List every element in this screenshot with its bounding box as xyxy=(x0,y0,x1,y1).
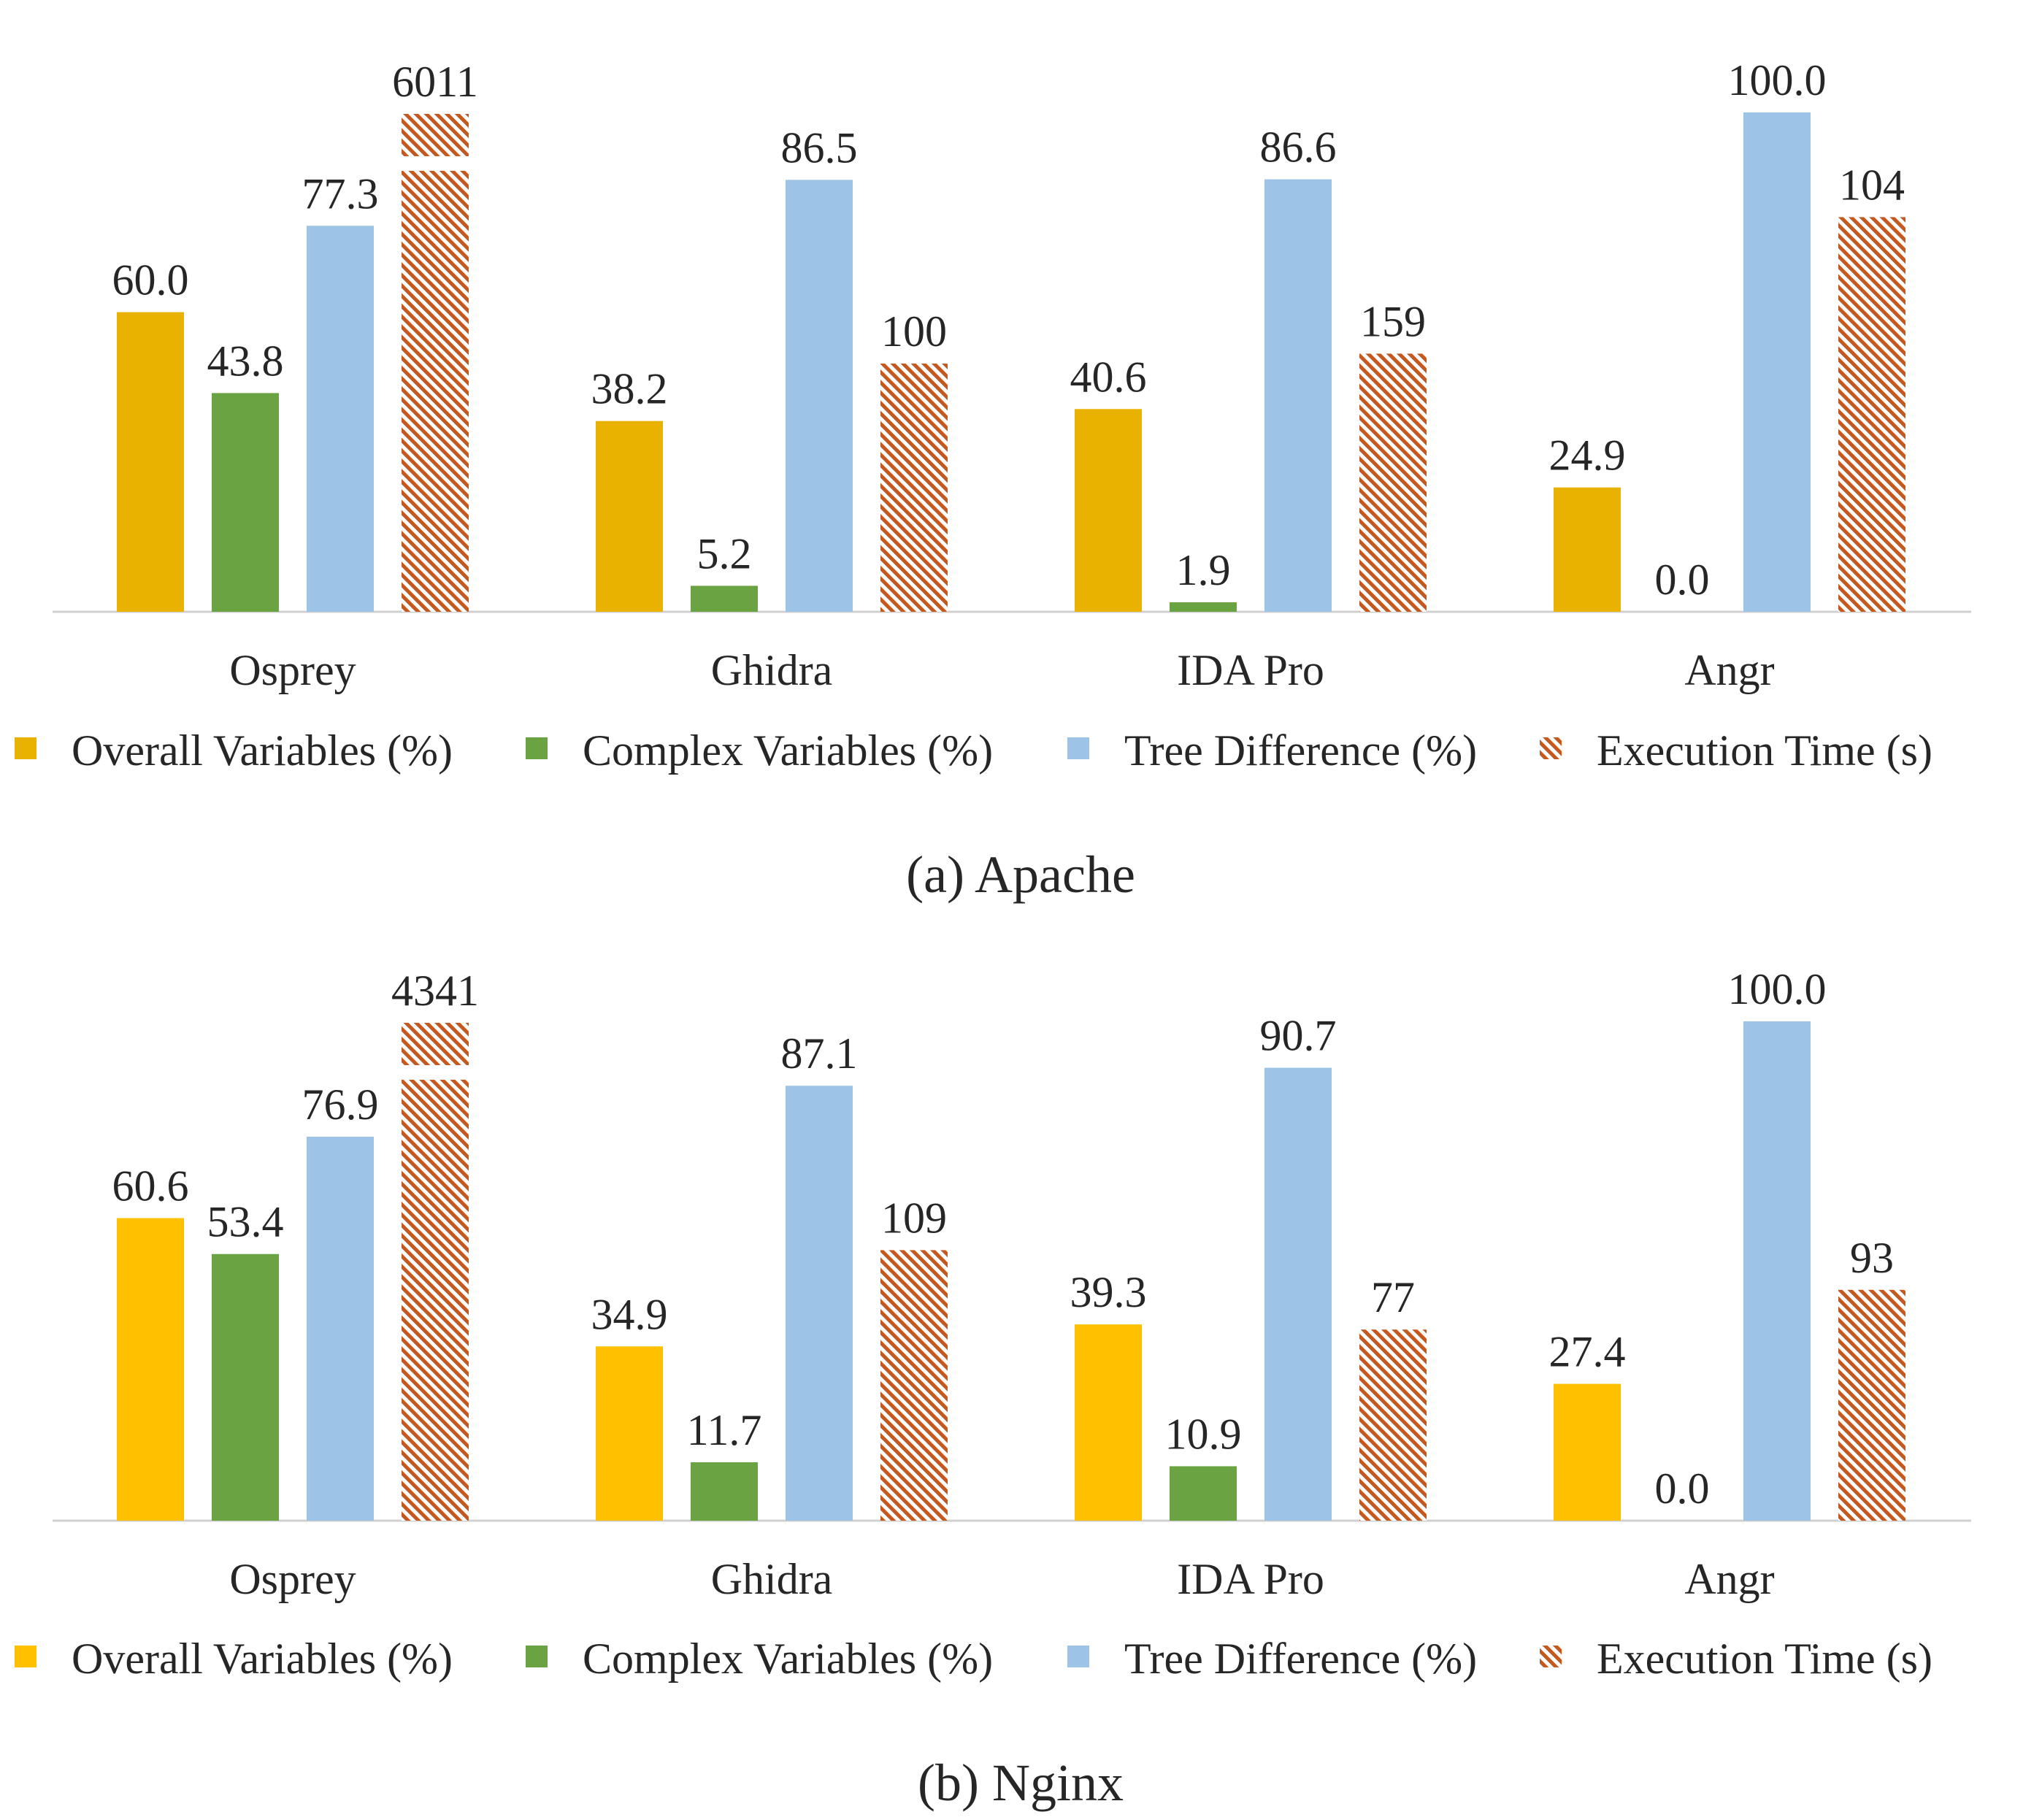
data-label-complex: 43.8 xyxy=(207,337,284,385)
legend-label-exec: Execution Time (s) xyxy=(1597,1635,1932,1683)
data-label-complex: 10.9 xyxy=(1165,1410,1242,1458)
bar-exec-osprey xyxy=(402,1023,469,1521)
data-label-overall: 39.3 xyxy=(1070,1268,1147,1316)
data-label-exec: 93 xyxy=(1850,1234,1894,1282)
data-label-complex: 5.2 xyxy=(697,529,752,577)
bar-complex-osprey xyxy=(212,1253,279,1521)
category-label: IDA Pro xyxy=(1177,1555,1324,1603)
data-label-tree: 76.9 xyxy=(302,1080,379,1129)
legend-swatch-complex xyxy=(526,1646,548,1667)
data-label-exec: 104 xyxy=(1839,161,1905,209)
bar-tree-osprey xyxy=(307,1137,374,1521)
data-label-exec: 77 xyxy=(1371,1273,1415,1321)
data-label-exec: 100 xyxy=(881,307,947,356)
bar-overall-ghidra xyxy=(596,1346,663,1521)
chart-caption: (a) Apache xyxy=(906,845,1135,904)
category-label: Angr xyxy=(1684,1555,1774,1603)
data-label-complex: 53.4 xyxy=(207,1198,284,1246)
chart-panel-1: 60.0 43.8 77.3 6011 Osprey 38.2 5.2 86.5 100 Ghid… xyxy=(15,56,1971,904)
category-label: Osprey xyxy=(229,646,356,694)
category-label: Ghidra xyxy=(711,646,833,694)
bar-overall-osprey xyxy=(117,1218,184,1521)
chart-panel-2: 60.6 53.4 76.9 4341 Osprey 34.9 11.7 87.1 109 Ghi… xyxy=(15,965,1971,1812)
data-label-overall: 40.6 xyxy=(1070,353,1147,401)
legend-swatch-overall xyxy=(15,1646,37,1667)
bar-exec-ghidra xyxy=(880,1250,948,1521)
data-label-overall: 60.0 xyxy=(112,256,189,304)
data-label-exec: 109 xyxy=(881,1194,947,1242)
data-label-tree: 86.5 xyxy=(781,123,858,172)
bar-tree-angr xyxy=(1743,112,1811,612)
data-label-exec: 6011 xyxy=(392,58,478,106)
category-label: Osprey xyxy=(229,1555,356,1603)
bar-tree-ida-pro xyxy=(1264,1067,1332,1521)
legend-swatch-tree xyxy=(1067,737,1089,759)
bar-exec-ida-pro xyxy=(1359,353,1427,612)
legend-label-complex: Complex Variables (%) xyxy=(583,726,993,775)
bar-complex-ghidra xyxy=(691,1462,758,1521)
bar-tree-osprey xyxy=(307,226,374,612)
data-label-exec: 159 xyxy=(1360,297,1426,345)
data-label-tree: 100.0 xyxy=(1728,965,1827,1013)
data-label-overall: 34.9 xyxy=(591,1290,668,1338)
legend-label-complex: Complex Variables (%) xyxy=(583,1635,993,1683)
bar-complex-ida-pro xyxy=(1170,602,1237,612)
legend-swatch-complex xyxy=(526,737,548,759)
bar-exec-angr xyxy=(1838,217,1905,612)
bar-tree-angr xyxy=(1743,1021,1811,1521)
bar-complex-ghidra xyxy=(691,585,758,612)
data-label-overall: 24.9 xyxy=(1549,431,1626,480)
legend-label-tree: Tree Difference (%) xyxy=(1124,726,1477,775)
bar-overall-osprey xyxy=(117,312,184,612)
bar-exec-ghidra xyxy=(880,364,948,612)
data-label-complex: 0.0 xyxy=(1655,556,1710,604)
category-label: Angr xyxy=(1684,646,1774,694)
legend-swatch-exec xyxy=(1540,1646,1562,1667)
bar-exec-angr xyxy=(1838,1289,1905,1521)
bar-exec-ida-pro xyxy=(1359,1329,1427,1521)
category-label: Ghidra xyxy=(711,1555,833,1603)
data-label-tree: 100.0 xyxy=(1728,56,1827,104)
legend: Overall Variables (%) Complex Variables (… xyxy=(15,726,1932,775)
axis-break-gap xyxy=(400,156,470,171)
axis-break-gap xyxy=(400,1065,470,1080)
data-label-overall: 27.4 xyxy=(1549,1328,1626,1376)
data-label-complex: 11.7 xyxy=(687,1406,762,1454)
bar-overall-angr xyxy=(1554,1383,1621,1521)
bar-overall-ida-pro xyxy=(1075,1324,1142,1521)
bar-overall-ghidra xyxy=(596,421,663,612)
data-label-complex: 1.9 xyxy=(1176,546,1231,594)
bar-exec-osprey xyxy=(402,114,469,612)
legend-label-tree: Tree Difference (%) xyxy=(1124,1635,1477,1683)
bar-tree-ghidra xyxy=(786,180,853,613)
bar-overall-angr xyxy=(1554,487,1621,612)
data-label-tree: 86.6 xyxy=(1260,123,1337,172)
legend: Overall Variables (%) Complex Variables (… xyxy=(15,1635,1932,1683)
data-label-complex: 0.0 xyxy=(1655,1464,1710,1513)
bar-tree-ghidra xyxy=(786,1086,853,1521)
data-label-tree: 87.1 xyxy=(781,1029,858,1078)
legend-swatch-tree xyxy=(1067,1646,1089,1667)
category-label: IDA Pro xyxy=(1177,646,1324,694)
data-label-tree: 90.7 xyxy=(1260,1012,1337,1060)
legend-label-overall: Overall Variables (%) xyxy=(72,726,453,775)
legend-label-exec: Execution Time (s) xyxy=(1597,726,1932,775)
data-label-overall: 38.2 xyxy=(591,365,668,413)
data-label-overall: 60.6 xyxy=(112,1162,189,1210)
legend-label-overall: Overall Variables (%) xyxy=(72,1635,453,1683)
data-label-exec: 4341 xyxy=(391,967,479,1015)
legend-swatch-overall xyxy=(15,737,37,759)
chart-caption: (b) Nginx xyxy=(918,1754,1124,1812)
legend-swatch-exec xyxy=(1540,737,1562,759)
data-label-tree: 77.3 xyxy=(302,169,379,218)
bar-complex-ida-pro xyxy=(1170,1466,1237,1521)
bar-overall-ida-pro xyxy=(1075,409,1142,612)
bar-complex-osprey xyxy=(212,393,279,612)
bar-tree-ida-pro xyxy=(1264,179,1332,612)
